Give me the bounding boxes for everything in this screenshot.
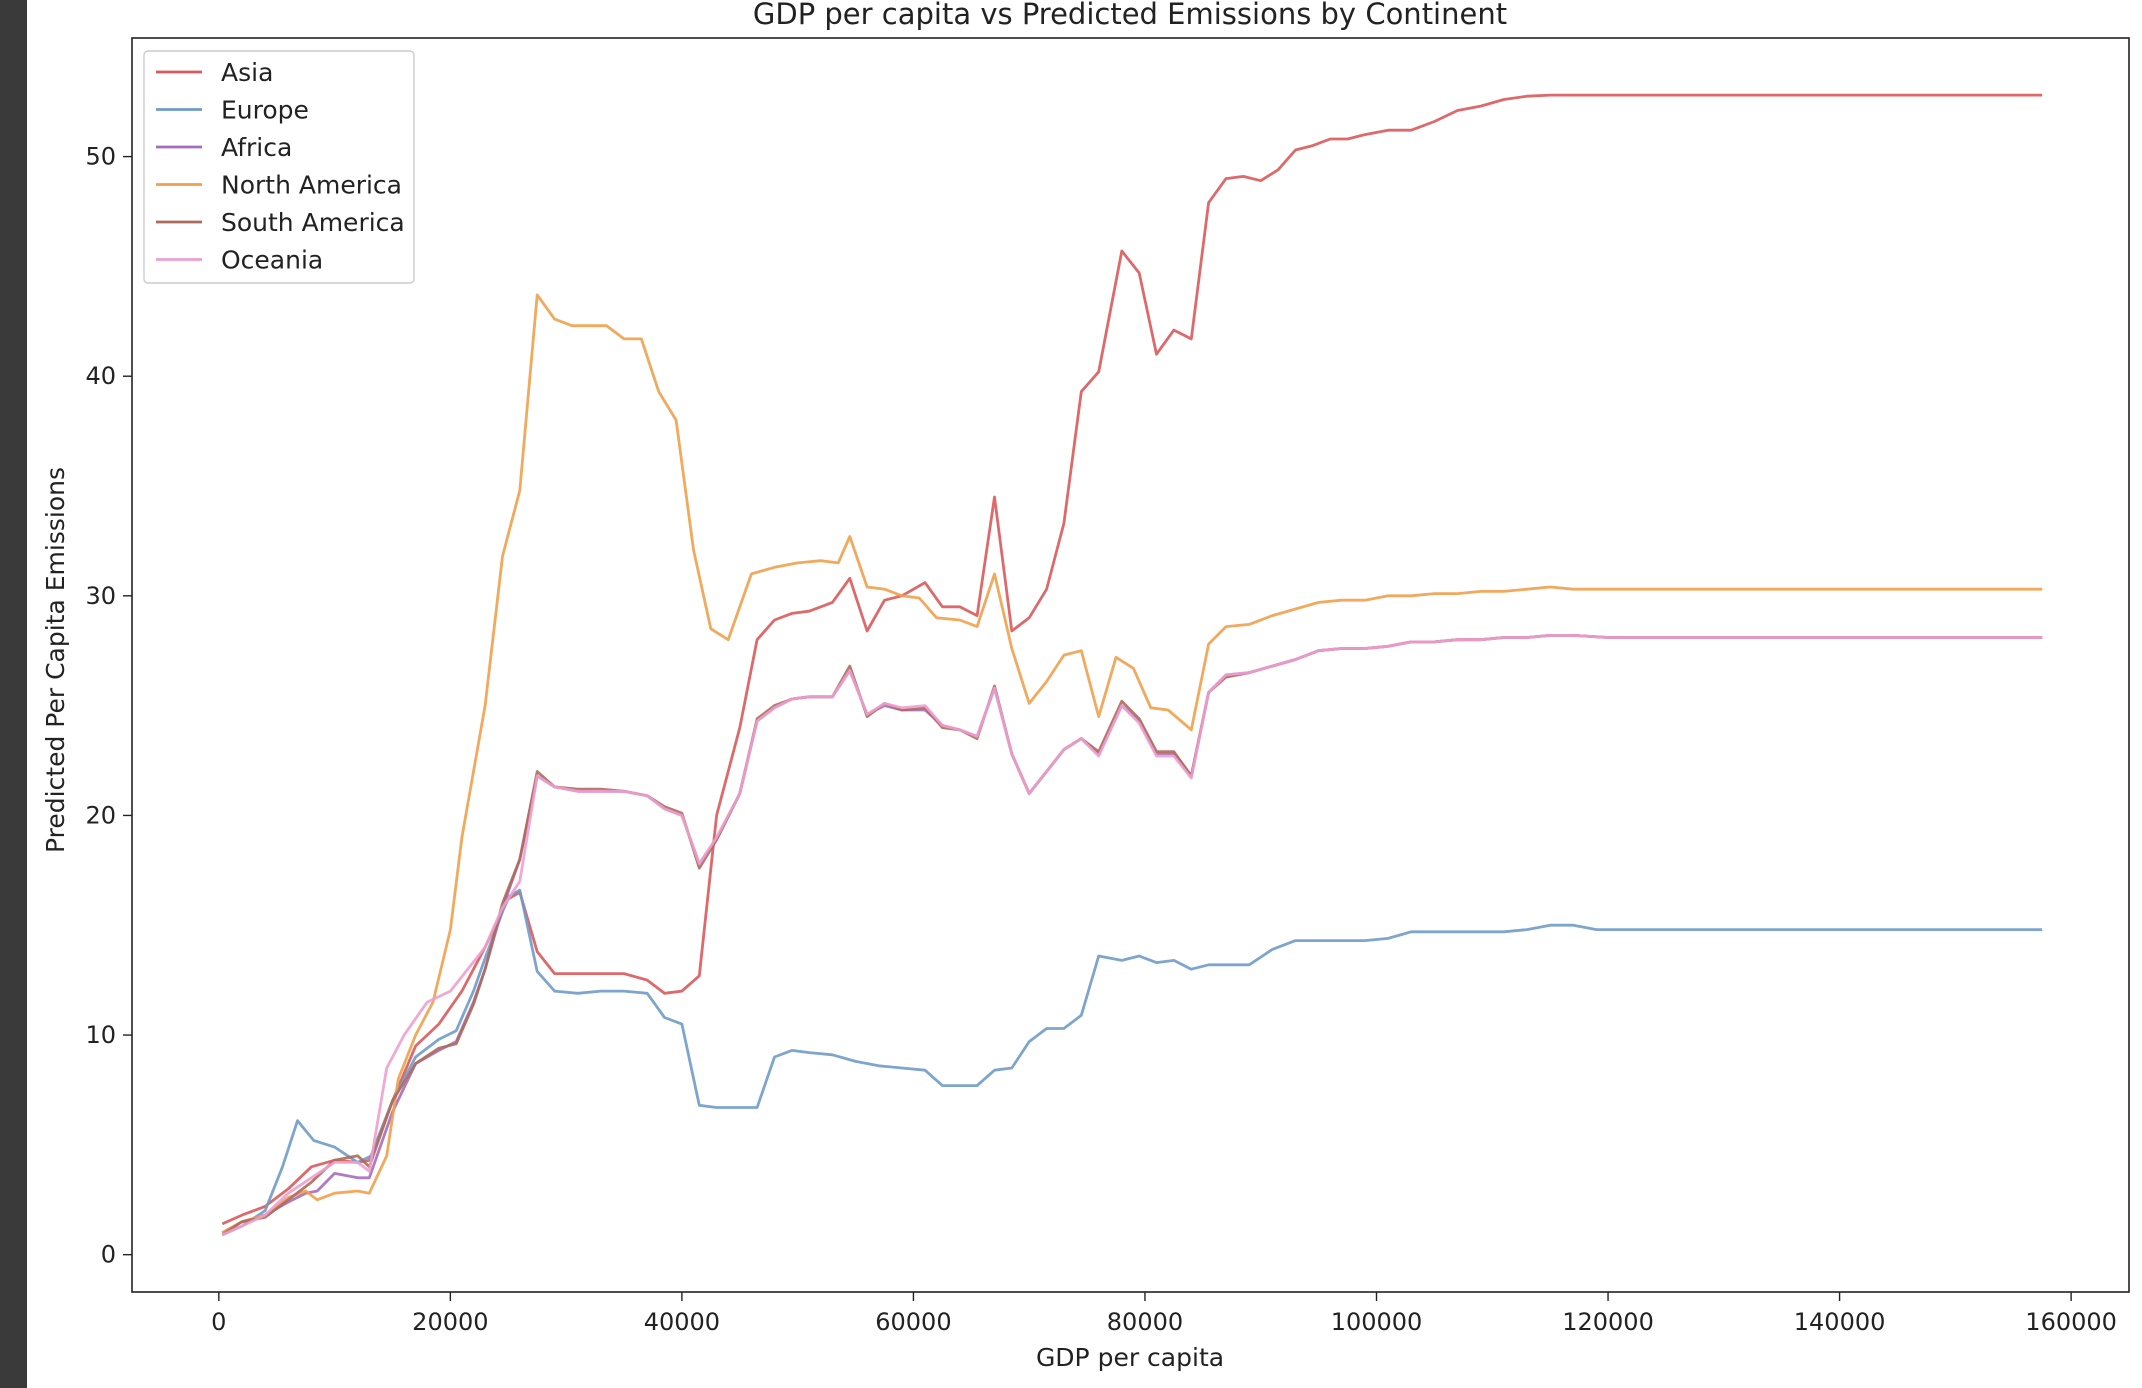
y-tick-label: 10 bbox=[85, 1021, 116, 1049]
x-tick-label: 20000 bbox=[412, 1308, 488, 1336]
legend-label-south-america: South America bbox=[221, 208, 405, 237]
legend-label-europe: Europe bbox=[221, 96, 309, 125]
x-tick-label: 160000 bbox=[2025, 1308, 2117, 1336]
y-tick-label: 20 bbox=[85, 801, 116, 829]
series-line-asia bbox=[221, 93, 2043, 1226]
series-line-oceania bbox=[221, 634, 2043, 1237]
series-line-south-america bbox=[221, 634, 2043, 1237]
legend-label-asia: Asia bbox=[221, 58, 273, 87]
legend-label-oceania: Oceania bbox=[221, 246, 323, 275]
x-tick-label: 120000 bbox=[1562, 1308, 1654, 1336]
series-line-north-america bbox=[221, 293, 2043, 1234]
y-tick-label: 50 bbox=[85, 143, 116, 171]
x-tick-label: 0 bbox=[211, 1308, 226, 1336]
legend-label-north-america: North America bbox=[221, 171, 402, 200]
series-line-europe bbox=[221, 888, 2043, 1237]
chart-title: GDP per capita vs Predicted Emissions by… bbox=[753, 0, 1507, 31]
legend-label-africa: Africa bbox=[221, 133, 292, 162]
plot-frame bbox=[131, 37, 2130, 1293]
x-tick-label: 80000 bbox=[1107, 1308, 1183, 1336]
plot-area: 0 20000 40000 60000 80000 100000 120000 140000 1… bbox=[85, 37, 2130, 1336]
x-tick-label: 100000 bbox=[1331, 1308, 1423, 1336]
y-tick-label: 40 bbox=[85, 362, 116, 390]
x-tick-label: 60000 bbox=[875, 1308, 951, 1336]
x-tick-label: 40000 bbox=[644, 1308, 720, 1336]
y-axis-label: Predicted Per Capita Emissions bbox=[41, 467, 70, 853]
y-tick-label: 0 bbox=[101, 1241, 116, 1269]
x-axis-label: GDP per capita bbox=[1036, 1343, 1224, 1372]
legend: Asia Europe Africa North America South Ameri… bbox=[143, 50, 415, 284]
window-edge-strip bbox=[0, 0, 27, 1388]
x-tick-label: 140000 bbox=[1794, 1308, 1886, 1336]
y-tick-label: 30 bbox=[85, 582, 116, 610]
legend-box bbox=[143, 50, 415, 284]
